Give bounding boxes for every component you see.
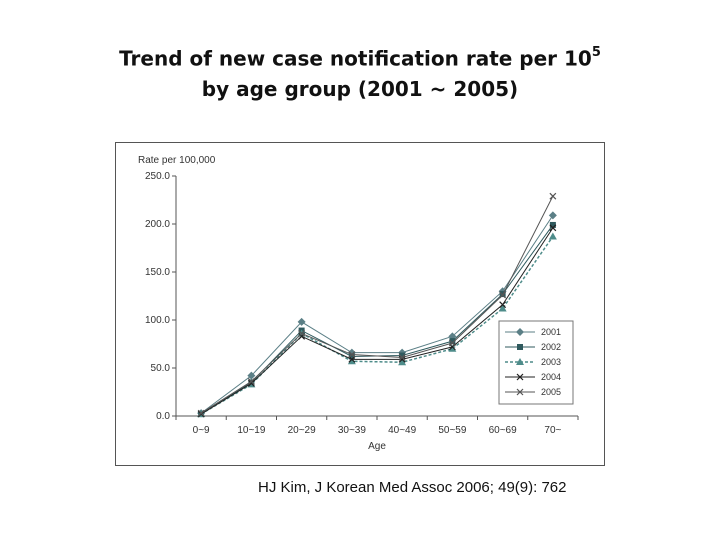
y-tick-label: 200.0 [145,219,170,230]
data-point-2005 [499,291,507,299]
slide-title: Trend of new case notification rate per … [0,40,720,104]
data-point-2002 [449,338,456,345]
data-point-2005 [549,192,557,200]
data-point-2002 [549,221,556,228]
title-line-1: Trend of new case notification rate per … [119,45,601,71]
data-point-2001 [297,317,306,326]
data-point-2003 [548,232,557,240]
y-tick-label: 150.0 [145,267,170,278]
citation: HJ Kim, J Korean Med Assoc 2006; 49(9): … [258,479,567,496]
legend-label-2003: 2003 [541,357,561,367]
data-point-2004 [549,224,557,232]
x-tick-label: 0~9 [193,425,210,436]
x-tick-label: 20~29 [288,425,317,436]
data-point-2002 [348,353,355,360]
data-point-2001 [347,348,356,357]
data-point-2005 [197,409,205,417]
legend-label-2005: 2005 [541,387,561,397]
x-tick-label: 40~49 [388,425,417,436]
legend-marker-2005 [516,388,524,396]
data-point-2005 [448,339,456,347]
data-point-2005 [247,378,255,385]
y-tick-label: 0.0 [156,411,170,422]
title-line-2: by age group (2001 ~ 2005) [201,76,519,101]
data-point-2004 [247,379,255,387]
data-point-2005 [398,354,406,361]
data-point-2003 [398,358,407,366]
legend-label-2002: 2002 [541,342,561,352]
data-point-2002 [399,352,406,359]
x-axis-label: Age [368,441,386,452]
x-tick-label: 50~59 [438,425,467,436]
x-tick-label: 30~39 [338,425,367,436]
line-chart: Rate per 100,000 0.0 50.0 100.0 150.0 200.0 25… [138,155,579,452]
x-tick-label: 60~69 [489,425,518,436]
y-tick-label: 250.0 [145,171,170,182]
data-point-2001 [548,211,557,220]
legend-label-2004: 2004 [541,372,561,382]
y-tick-label: 50.0 [151,363,171,374]
x-tick-label: 70~ [544,425,561,436]
series-line-2005 [200,195,554,414]
data-point-2004 [499,301,507,309]
data-point-2001 [247,371,256,380]
data-point-2003 [498,304,507,312]
data-point-2005 [348,351,356,358]
y-axis-label: Rate per 100,000 [138,155,216,166]
data-point-2005 [298,330,306,337]
series-line-2004 [200,227,554,415]
legend-marker-2002 [517,344,523,350]
data-point-2003 [347,357,356,365]
title-superscript: 5 [591,45,601,60]
x-tick-label: 10~19 [237,425,266,436]
y-tick-label: 100.0 [145,315,170,326]
data-point-2003 [448,344,457,352]
legend-marker-2004 [516,373,524,381]
legend-marker-2003 [516,358,524,365]
series-line-2001 [200,215,554,414]
chart-frame: Rate per 100,000 0.0 50.0 100.0 150.0 200.0 25… [115,142,605,466]
legend-marker-2001 [516,328,524,336]
legend-label-2001: 2001 [541,327,561,337]
